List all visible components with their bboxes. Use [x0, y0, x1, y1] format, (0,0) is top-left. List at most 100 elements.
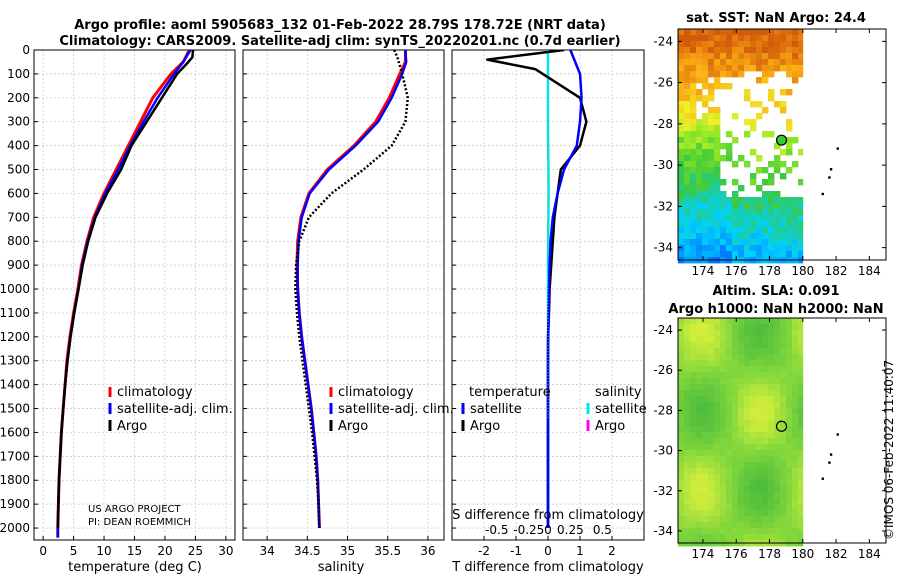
map-cell: [696, 215, 703, 222]
map-cell: [798, 420, 804, 427]
map-cell: [690, 492, 697, 499]
map-cell: [786, 498, 793, 505]
map-cell: [756, 438, 763, 445]
map-cell: [750, 53, 757, 60]
map-cell: [750, 456, 757, 463]
map-cell: [780, 197, 787, 204]
map-cell: [702, 47, 709, 54]
map-cell: [708, 221, 715, 228]
map-cell: [690, 113, 697, 120]
map-cell: [762, 402, 769, 409]
map-cell: [696, 528, 703, 535]
map-cell: [696, 191, 703, 198]
map-cell: [726, 348, 733, 355]
map-cell: [702, 372, 709, 379]
map-cell: [696, 516, 703, 523]
map-cell: [786, 59, 793, 66]
map-cell: [690, 444, 697, 451]
map-cell: [798, 29, 804, 36]
map-cell: [774, 528, 781, 535]
map-cell: [750, 203, 757, 210]
map-cell: [756, 227, 763, 234]
map-cell: [690, 456, 697, 463]
map-cell: [684, 528, 691, 535]
map-cell: [744, 450, 751, 457]
map-cell: [720, 420, 727, 427]
map-cell: [744, 29, 751, 36]
map-cell: [690, 179, 697, 186]
map-cell: [726, 318, 733, 325]
credit-project: US ARGO PROJECT: [88, 504, 182, 515]
map-cell: [780, 251, 787, 258]
map-cell: [714, 167, 721, 174]
map-cell: [768, 318, 775, 325]
map-cell: [786, 486, 793, 493]
map-cell: [714, 354, 721, 361]
map-cell: [756, 462, 763, 469]
map-cell: [750, 354, 757, 361]
map-cell: [690, 89, 697, 96]
map-cell: [732, 330, 739, 337]
map-cell: [780, 89, 787, 96]
map-cell: [678, 71, 685, 78]
depth-tick-label: 800: [7, 234, 30, 248]
map-cell: [690, 215, 697, 222]
map-cell: [702, 71, 709, 78]
map-cell: [792, 522, 799, 529]
map-cell: [762, 221, 769, 228]
sla-map-title: Altim. SLA: 0.091: [713, 284, 840, 299]
map-cell: [792, 354, 799, 361]
map-cell: [726, 83, 733, 90]
map-cell: [744, 474, 751, 481]
map-cell: [786, 239, 793, 246]
map-cell: [732, 179, 739, 186]
map-cell: [744, 522, 751, 529]
map-cell: [684, 47, 691, 54]
map-cell: [774, 438, 781, 445]
map-cell: [714, 516, 721, 523]
map-cell: [696, 414, 703, 421]
map-cell: [768, 191, 775, 198]
map-cell: [684, 354, 691, 361]
map-cell: [696, 209, 703, 216]
map-cell: [744, 41, 751, 48]
map-cell: [696, 492, 703, 499]
map-cell: [696, 480, 703, 487]
map-cell: [780, 474, 787, 481]
map-cell: [738, 41, 745, 48]
map-cell: [786, 47, 793, 54]
map-cell: [744, 95, 751, 102]
map-cell: [678, 330, 685, 337]
s-difference-ticks: -0.5 -0.25 0 0.25 0.5: [485, 523, 612, 537]
map-cell: [786, 209, 793, 216]
map-cell: [774, 29, 781, 36]
map-cell: [762, 492, 769, 499]
map-cell: [762, 71, 769, 78]
map-cell: [786, 221, 793, 228]
map-cell: [798, 510, 804, 517]
map-cell: [756, 77, 763, 84]
map-cell: [744, 324, 751, 331]
depth-tick-label: 2000: [0, 521, 30, 535]
map-cell: [750, 197, 757, 204]
map-cell: [756, 348, 763, 355]
map-cell: [696, 35, 703, 42]
map-y-tick-label: -28: [653, 403, 673, 417]
map-cell: [684, 486, 691, 493]
map-cell: [690, 101, 697, 108]
map-cell: [750, 119, 757, 126]
map-cell: [684, 167, 691, 174]
map-cell: [792, 504, 799, 511]
map-cell: [786, 137, 793, 144]
map-cell: [720, 209, 727, 216]
x-tick-label: -2: [478, 544, 490, 558]
map-cell: [690, 474, 697, 481]
map-cell: [750, 372, 757, 379]
map-cell: [732, 113, 739, 120]
map-cell: [708, 414, 715, 421]
map-cell: [684, 510, 691, 517]
map-cell: [720, 324, 727, 331]
map-cell: [702, 95, 709, 102]
map-cell: [738, 462, 745, 469]
map-cell: [744, 384, 751, 391]
